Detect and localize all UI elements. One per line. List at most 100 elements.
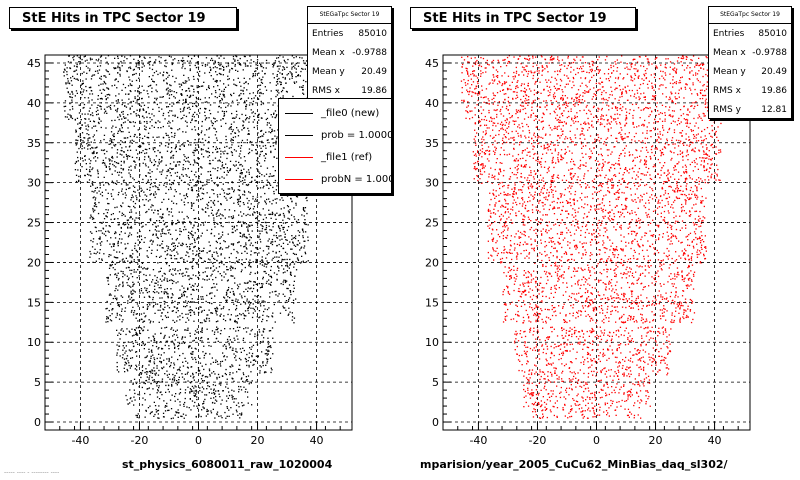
hit-point [181, 257, 183, 259]
hit-point [118, 211, 121, 213]
hit-point [231, 139, 233, 141]
hit-point [201, 286, 203, 288]
hit-point [122, 83, 125, 86]
hit-point [197, 407, 199, 409]
hit-point [69, 114, 71, 116]
hit-point [148, 61, 150, 63]
hit-point [288, 284, 291, 286]
hit-point [231, 231, 233, 234]
hit-point [155, 99, 158, 101]
hit-point [114, 290, 116, 292]
hit-point [209, 250, 211, 252]
hit-point [191, 118, 193, 120]
hit-point [251, 380, 253, 382]
hit-point [74, 70, 76, 72]
hit-point [97, 176, 99, 178]
hit-point [168, 345, 170, 347]
hit-point [251, 352, 254, 355]
hit-point [229, 347, 231, 349]
hit-point [122, 281, 124, 283]
hit-point [293, 287, 295, 289]
hit-point [295, 81, 298, 83]
hit-point [125, 257, 127, 259]
hit-point [172, 329, 175, 331]
hit-point [121, 259, 123, 261]
hit-point [152, 136, 154, 138]
hit-point [70, 61, 72, 63]
hit-point [147, 407, 150, 409]
hit-point [216, 176, 219, 178]
hit-point [127, 370, 129, 372]
hit-point [212, 361, 215, 363]
hit-point [139, 292, 141, 294]
hit-point [153, 126, 155, 128]
hit-point [154, 288, 156, 291]
hit-point [216, 184, 218, 186]
hit-point [299, 242, 301, 244]
hit-point [113, 135, 115, 138]
hit-point [168, 348, 170, 350]
hit-point [148, 208, 150, 211]
hit-point [119, 128, 121, 130]
hit-point [181, 242, 184, 244]
hit-point [279, 97, 282, 99]
hit-point [117, 66, 119, 69]
hit-point [138, 275, 140, 277]
hit-point [245, 223, 247, 225]
hit-point [275, 84, 277, 86]
hit-point [284, 251, 287, 253]
hit-point [299, 86, 301, 88]
hit-point [247, 97, 250, 99]
hit-point [131, 269, 133, 271]
hit-point [228, 342, 230, 344]
hit-point [121, 328, 123, 330]
hit-point [256, 259, 258, 262]
hit-point [152, 335, 154, 337]
hit-point [199, 372, 201, 375]
hit-point [259, 88, 261, 91]
hit-point [196, 405, 198, 407]
hit-point [267, 181, 269, 183]
hit-point [245, 237, 248, 239]
hit-point [225, 368, 227, 371]
hit-point [218, 233, 220, 235]
hit-point [160, 217, 163, 219]
hit-point [134, 121, 136, 124]
hit-point [141, 404, 144, 406]
hit-point [172, 62, 174, 65]
hit-point [89, 250, 91, 253]
hit-point [75, 144, 77, 146]
hit-point [238, 259, 240, 261]
hit-point [105, 98, 107, 100]
hit-point [151, 376, 153, 379]
hit-point [147, 256, 149, 258]
hit-point [237, 318, 239, 320]
hit-point [276, 212, 278, 214]
hit-point [245, 242, 247, 244]
hit-point [159, 151, 161, 154]
hit-point [282, 226, 284, 229]
hit-point [234, 59, 236, 61]
hit-point [204, 376, 207, 378]
hit-point [98, 238, 100, 240]
hit-point [98, 258, 100, 260]
hit-point [242, 339, 244, 341]
hit-point [284, 281, 287, 284]
hit-point [261, 65, 263, 68]
hit-point [119, 314, 121, 316]
hit-point [267, 139, 269, 141]
hit-point [75, 78, 77, 80]
hit-point [291, 224, 293, 226]
hit-point [235, 298, 237, 300]
hit-point [160, 267, 162, 269]
hit-point [187, 371, 189, 373]
hit-point [249, 265, 251, 268]
hit-point [182, 223, 184, 225]
hit-point [275, 252, 277, 254]
hit-point [187, 380, 189, 382]
hit-point [222, 215, 224, 217]
hit-point [244, 357, 247, 360]
hit-point [250, 237, 252, 239]
hit-point [264, 371, 266, 373]
hit-point [242, 120, 244, 122]
